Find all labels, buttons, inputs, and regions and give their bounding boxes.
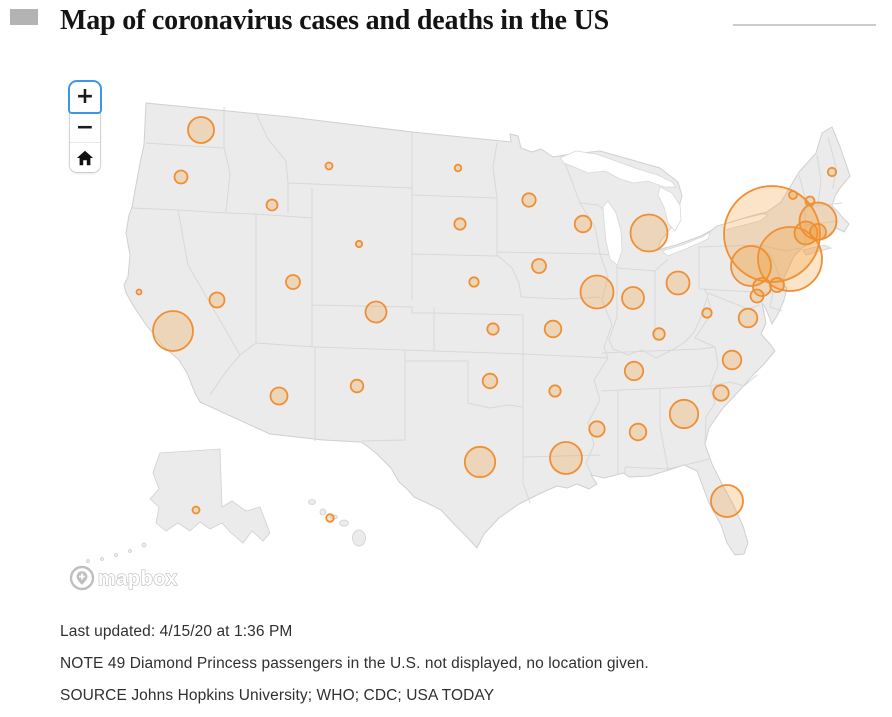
case-bubble-OR[interactable] bbox=[173, 169, 189, 185]
lake-erie bbox=[661, 231, 711, 257]
lake-ontario bbox=[721, 213, 769, 231]
case-bubble-ND[interactable] bbox=[453, 163, 463, 173]
zoom-in-button[interactable]: + bbox=[70, 82, 100, 112]
mapbox-wordmark: mapbox bbox=[98, 568, 178, 590]
hawaii bbox=[308, 499, 366, 547]
case-bubble-KY[interactable] bbox=[652, 327, 666, 341]
alaska bbox=[86, 448, 271, 563]
case-bubble-ID[interactable] bbox=[265, 198, 279, 212]
case-bubble-MT[interactable] bbox=[324, 161, 334, 171]
case-bubble-NV[interactable] bbox=[208, 291, 226, 309]
case-bubble-CO[interactable] bbox=[364, 300, 388, 324]
case-bubble-MS[interactable] bbox=[588, 420, 606, 438]
case-bubble-DC[interactable] bbox=[749, 288, 765, 304]
plus-icon: + bbox=[75, 84, 95, 109]
case-bubble-OH[interactable] bbox=[665, 270, 691, 296]
case-bubble-IN[interactable] bbox=[621, 286, 645, 310]
last-updated-text: Last updated: 4/15/20 at 1:36 PM bbox=[60, 623, 293, 640]
case-bubble-OK[interactable] bbox=[481, 372, 499, 390]
case-bubble-CA[interactable] bbox=[152, 310, 194, 352]
case-bubble-ME[interactable] bbox=[826, 166, 838, 178]
case-bubble-CA-coast[interactable] bbox=[135, 288, 143, 296]
lake-michigan bbox=[602, 200, 623, 266]
case-bubble-NJ[interactable] bbox=[757, 226, 823, 292]
case-bubble-GA[interactable] bbox=[668, 398, 700, 430]
lake-superior bbox=[559, 150, 677, 188]
home-icon bbox=[76, 150, 94, 165]
case-bubble-MN[interactable] bbox=[521, 192, 537, 208]
case-bubble-WI[interactable] bbox=[573, 214, 593, 234]
case-bubble-NY[interactable] bbox=[723, 185, 821, 283]
case-bubble-IL[interactable] bbox=[579, 274, 615, 310]
zoom-out-button[interactable]: − bbox=[70, 112, 100, 142]
case-bubble-WY[interactable] bbox=[354, 239, 364, 249]
page-title: Map of coronavirus cases and deaths in t… bbox=[60, 5, 609, 36]
us-basemap bbox=[86, 102, 851, 563]
case-bubble-layer bbox=[135, 116, 838, 523]
case-bubble-DE[interactable] bbox=[769, 277, 785, 293]
case-bubble-NC[interactable] bbox=[721, 349, 743, 371]
case-bubble-SC[interactable] bbox=[712, 384, 730, 402]
case-bubble-IA[interactable] bbox=[531, 258, 547, 274]
case-bubble-RI[interactable] bbox=[809, 223, 827, 241]
case-bubble-MO[interactable] bbox=[543, 319, 563, 339]
source-text: SOURCE Johns Hopkins University; WHO; CD… bbox=[60, 687, 495, 704]
case-bubble-VT[interactable] bbox=[788, 190, 798, 200]
case-bubble-FL[interactable] bbox=[710, 484, 744, 518]
case-bubble-AK[interactable] bbox=[191, 505, 201, 515]
mapbox-pin-star bbox=[79, 573, 85, 580]
great-lakes bbox=[559, 150, 769, 266]
case-bubble-VA[interactable] bbox=[737, 307, 759, 329]
case-bubble-LA[interactable] bbox=[549, 441, 583, 475]
case-bubble-UT[interactable] bbox=[285, 274, 301, 290]
case-bubble-HI[interactable] bbox=[325, 513, 335, 523]
map-zoom-controls: + − bbox=[70, 82, 100, 172]
case-bubble-NE[interactable] bbox=[468, 276, 480, 288]
minus-icon: − bbox=[75, 114, 95, 140]
case-bubble-WA[interactable] bbox=[187, 116, 215, 144]
case-bubble-MI[interactable] bbox=[629, 213, 669, 253]
home-button[interactable] bbox=[70, 142, 100, 172]
case-bubble-NH[interactable] bbox=[804, 195, 816, 207]
case-bubble-AZ[interactable] bbox=[269, 386, 289, 406]
case-bubble-KS[interactable] bbox=[486, 322, 500, 336]
case-bubble-SD[interactable] bbox=[453, 217, 467, 231]
mapbox-logo[interactable]: mapbox bbox=[68, 563, 188, 593]
case-bubble-WV[interactable] bbox=[701, 307, 713, 319]
case-bubble-AL[interactable] bbox=[628, 422, 648, 442]
lake-huron bbox=[657, 186, 682, 232]
title-rule bbox=[733, 24, 876, 26]
case-bubble-PA[interactable] bbox=[730, 245, 772, 287]
state-borders bbox=[131, 107, 843, 504]
note-text: NOTE 49 Diamond Princess passengers in t… bbox=[60, 655, 649, 672]
case-bubble-TX[interactable] bbox=[463, 445, 497, 479]
case-bubble-AR[interactable] bbox=[548, 384, 562, 398]
map-canvas[interactable]: + − mapbox bbox=[60, 55, 892, 605]
case-bubble-NM[interactable] bbox=[349, 378, 365, 394]
case-bubble-TN[interactable] bbox=[623, 360, 645, 382]
kicker-block bbox=[10, 9, 38, 25]
